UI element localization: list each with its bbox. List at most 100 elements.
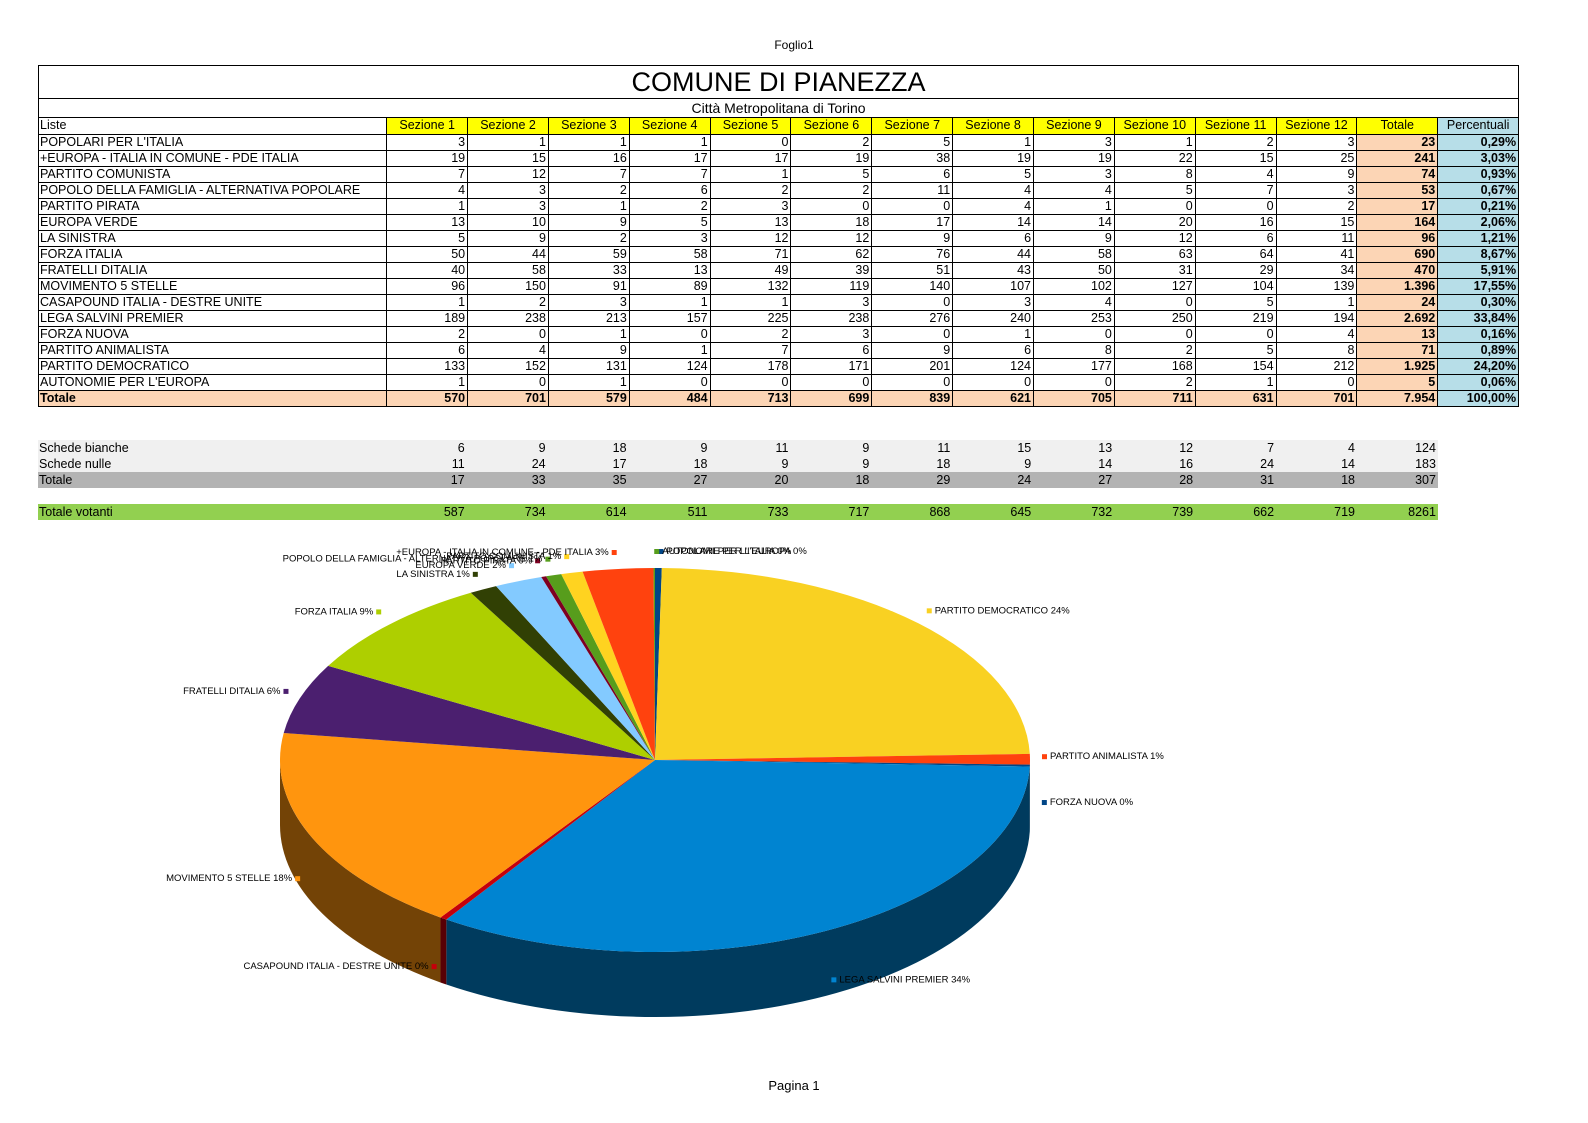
section-value-cell: 5 [386, 231, 467, 246]
section-value-cell: 3 [952, 295, 1033, 310]
summary-row: Totale 17 33 35 27 20 18 29 24 27 28 31 18 307 [38, 472, 1438, 488]
pie-label: PARTITO ANIMALISTA 1% [1041, 751, 1164, 762]
section-value-cell: 2 [1113, 343, 1195, 358]
percent-cell: 0,67% [1437, 183, 1519, 198]
section-value-cell: 8 [1275, 343, 1357, 358]
section-value-cell: 0 [1194, 199, 1276, 214]
summary-value-cell: 614 [605, 505, 627, 519]
section-value-cell: 3 [1033, 135, 1114, 150]
section-value-cell: 0 [871, 375, 952, 390]
percent-cell: 17,55% [1437, 279, 1519, 294]
table-row: FORZA ITALIA 50 44 59 58 71 62 76 44 58 63 64 41 690 8… [39, 246, 1519, 262]
summary-label-cell: Schede nulle [39, 457, 112, 471]
section-value-cell: 9 [1033, 231, 1114, 246]
summary-value-cell: 18 [1341, 473, 1355, 487]
section-value-cell: 29 [1194, 263, 1276, 278]
section-value-cell: 194 [1275, 311, 1357, 326]
section-value-cell: 14 [952, 215, 1033, 230]
section-value-cell: 15 [1194, 151, 1276, 166]
section-value-cell: 124 [628, 359, 710, 374]
table-row: LEGA SALVINI PREMIER 189 238 213 157 225 238 27… [39, 310, 1519, 326]
section-value-cell: 5 [952, 167, 1033, 182]
list-name-cell: CASAPOUND ITALIA - DESTRE UNITE [40, 295, 263, 309]
list-name-cell: LA SINISTRA [40, 231, 116, 245]
summary-value-cell: 645 [1010, 505, 1032, 519]
section-value-cell: 1 [1033, 199, 1114, 214]
section-value-cell: 96 [386, 279, 467, 294]
total-cell: 690 [1356, 247, 1438, 262]
section-value-cell: 2 [386, 327, 467, 342]
document-subtitle: Città Metropolitana di Torino [39, 99, 1518, 118]
section-value-cell: 177 [1033, 359, 1114, 374]
section-value-cell: 0 [1113, 199, 1195, 214]
summary-value-cell: 733 [767, 505, 789, 519]
section-value-cell: 7 [628, 167, 710, 182]
section-value-cell: 1 [952, 327, 1033, 342]
section-value-cell: 8 [1113, 167, 1195, 182]
pie-label-text: FRATELLI DITALIA 6% [183, 686, 281, 697]
section-value-cell: 34 [1275, 263, 1357, 278]
table-row: POPOLARI PER L'ITALIA 3 1 1 1 0 2 5 1 3 1 2 3 23 0,29% [39, 134, 1519, 150]
section-value-cell: 6 [952, 343, 1033, 358]
summary-value-cell: 29 [936, 473, 951, 487]
summary-value-cell: 732 [1091, 505, 1113, 519]
section-value-cell: 219 [1194, 311, 1276, 326]
section-value-cell: 139 [1275, 279, 1357, 294]
pie-label-text: AUTONOMIE PER L'EUROPA 0% [662, 546, 807, 557]
section-value-cell: 140 [871, 279, 952, 294]
pie-label-text: +EUROPA - ITALIA IN COMUNE - PDE ITALIA … [396, 547, 609, 558]
section-value-cell: 8 [1033, 343, 1114, 358]
pie-label-text: LEGA SALVINI PREMIER 34% [839, 974, 970, 985]
section-value-cell: 91 [547, 279, 629, 294]
section-value-cell: 44 [467, 247, 548, 262]
pie-slice [440, 760, 655, 920]
summary-value-cell: 35 [612, 473, 627, 487]
section-value-cell: 0 [1113, 327, 1195, 342]
section-value-cell: 171 [790, 359, 871, 374]
list-name-cell: PARTITO PIRATA [40, 199, 140, 213]
summary-value-cell: 27 [693, 473, 708, 487]
percent-cell: 0,93% [1437, 167, 1519, 182]
pie-side-5 [440, 917, 447, 985]
section-value-cell: 63 [1113, 247, 1195, 262]
pie-label: POPOLO DELLA FAMIGLIA - ALTERNATIVA POPO… [283, 554, 551, 565]
pie-label: POPOLARI PER L'ITALIA 0% [658, 546, 792, 557]
total-cell: 2.692 [1356, 311, 1438, 326]
section-value-cell: 4 [1275, 327, 1357, 342]
pie-slice [446, 760, 1030, 952]
section-value-cell: 2 [467, 295, 548, 310]
total-cell: 17 [1356, 199, 1438, 214]
percent-cell: 0,21% [1437, 199, 1519, 214]
section-value-cell: 49 [709, 263, 791, 278]
section-value-cell: 12 [1113, 231, 1195, 246]
table-header-row: Liste Sezione 1 Sezione 2 Sezione 3 Sezione … [39, 118, 1519, 134]
section-total-cell: 701 [1275, 391, 1357, 406]
table-row: PARTITO PIRATA 1 3 1 2 3 0 0 4 1 0 0 2 17 0,21% [39, 198, 1519, 214]
section-value-cell: 19 [790, 151, 871, 166]
summary-row: Schede bianche 6 9 18 9 11 9 11 15 13 12 7 4 124 [38, 440, 1438, 456]
section-value-cell: 13 [709, 215, 791, 230]
section-value-cell: 13 [386, 215, 467, 230]
section-value-cell: 1 [952, 135, 1033, 150]
table-row: LA SINISTRA 5 9 2 3 12 12 9 6 9 12 6 11 96 1,21% [39, 230, 1519, 246]
table-row: CASAPOUND ITALIA - DESTRE UNITE 1 2 3 1 1 3 0 3 4… [39, 294, 1519, 310]
section-value-cell: 5 [1113, 183, 1195, 198]
summary-value-cell: 9 [538, 441, 546, 455]
section-value-cell: 9 [871, 231, 952, 246]
legend-swatch [431, 964, 437, 970]
column-header: Totale [1356, 118, 1438, 134]
column-header: Sezione 4 [628, 118, 710, 134]
total-cell: 470 [1356, 263, 1438, 278]
section-value-cell: 178 [709, 359, 791, 374]
section-value-cell: 6 [386, 343, 467, 358]
section-value-cell: 2 [1194, 135, 1276, 150]
section-value-cell: 0 [790, 375, 871, 390]
list-name-cell: MOVIMENTO 5 STELLE [40, 279, 178, 293]
section-total-cell: 839 [871, 391, 953, 406]
section-value-cell: 5 [1194, 343, 1276, 358]
section-value-cell: 3 [467, 199, 548, 214]
section-value-cell: 6 [628, 183, 710, 198]
section-value-cell: 6 [790, 343, 871, 358]
column-header: Sezione 7 [871, 118, 953, 134]
pie-slice [582, 568, 655, 760]
